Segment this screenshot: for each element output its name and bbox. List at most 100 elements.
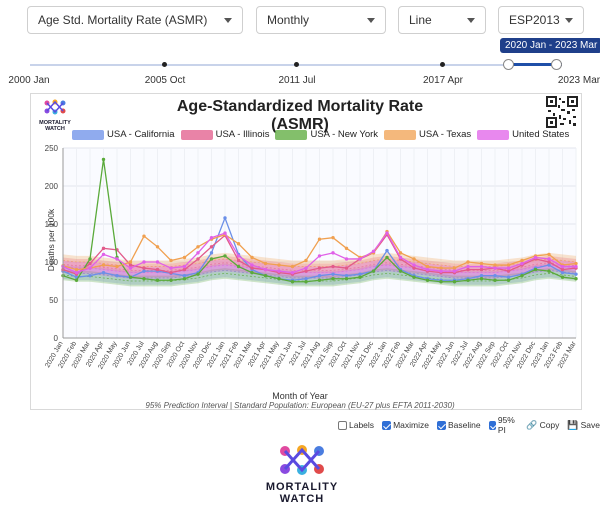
data-point	[560, 264, 565, 269]
data-point	[128, 266, 133, 270]
y-tick-label: 250	[45, 144, 59, 153]
copy-button-label: Copy	[539, 420, 560, 430]
y-tick-label: 150	[45, 220, 59, 229]
data-point	[344, 277, 349, 281]
data-point	[331, 251, 335, 255]
legend-item[interactable]: USA - California	[72, 129, 175, 140]
data-point	[304, 277, 308, 281]
qr-code-icon[interactable]	[546, 96, 578, 128]
range-tooltip: 2020 Jan - 2023 Mar	[500, 38, 600, 53]
data-point	[520, 258, 524, 263]
data-point	[493, 263, 497, 267]
chart-style-select[interactable]: Line	[398, 6, 486, 34]
data-point	[169, 258, 173, 263]
data-point	[88, 257, 92, 261]
legend-item[interactable]: USA - Texas	[384, 129, 471, 140]
legend-swatch	[72, 129, 104, 140]
y-tick-label: 100	[45, 258, 59, 267]
data-point	[425, 267, 430, 272]
checkbox-checked-icon[interactable]	[382, 420, 392, 430]
data-point	[101, 263, 106, 267]
data-point	[479, 264, 484, 269]
data-point	[466, 278, 470, 282]
y-tick-label: 200	[45, 182, 59, 191]
data-point	[358, 272, 362, 276]
baseline-toggle[interactable]: Baseline	[436, 420, 481, 430]
slider-end-handle[interactable]	[551, 59, 562, 70]
legend-item[interactable]: USA - New York	[275, 129, 378, 140]
baseline-toggle-label: Baseline	[447, 420, 481, 430]
data-point	[533, 267, 538, 272]
slider-label: 2017 Apr	[422, 75, 464, 86]
brand-line2: WATCH	[279, 493, 325, 505]
data-point	[344, 246, 349, 251]
data-point	[493, 278, 497, 282]
data-point	[506, 266, 511, 270]
legend-item[interactable]: USA - Illinois	[180, 129, 270, 140]
data-point	[236, 254, 241, 258]
slider-start-handle[interactable]	[503, 59, 514, 70]
slider-label: 2023 Mar	[557, 75, 600, 86]
period-select[interactable]: Monthly	[256, 6, 386, 34]
data-point	[547, 263, 551, 267]
maximize-toggle[interactable]: Maximize	[382, 420, 429, 430]
data-point	[263, 267, 268, 272]
standard-select[interactable]: ESP2013	[498, 6, 584, 34]
slider-label: 2000 Jan	[8, 75, 50, 86]
link-icon: 🔗	[526, 419, 538, 430]
copy-button[interactable]: 🔗 Copy	[526, 420, 559, 431]
data-point	[290, 280, 295, 284]
data-point	[331, 264, 335, 269]
checkbox-checked-icon[interactable]	[488, 420, 496, 430]
data-point	[479, 261, 484, 266]
slider-label: 2011 Jul	[278, 75, 316, 86]
data-point	[506, 275, 511, 279]
data-point	[317, 254, 322, 258]
data-point	[547, 257, 551, 261]
checkbox-checked-icon[interactable]	[436, 420, 446, 430]
checkbox-icon[interactable]	[338, 420, 347, 430]
labels-toggle[interactable]: Labels	[338, 420, 374, 430]
legend-item[interactable]: United States	[477, 129, 569, 140]
data-point	[88, 273, 92, 278]
data-point	[182, 273, 187, 278]
data-point	[88, 266, 92, 270]
data-point	[412, 275, 416, 279]
data-point	[169, 270, 173, 275]
data-point	[439, 266, 443, 270]
pi-toggle[interactable]: 95% PI	[488, 415, 519, 435]
data-point	[385, 255, 389, 260]
metric-select[interactable]: Age Std. Mortality Rate (ASMR)	[27, 6, 243, 34]
data-point	[236, 264, 241, 269]
data-point	[142, 269, 146, 273]
chart-title: Age-Standardized Mortality Rate (ASMR)	[176, 98, 424, 133]
data-point	[331, 272, 335, 276]
data-point	[155, 245, 160, 249]
metric-select-value: Age Std. Mortality Rate (ASMR)	[38, 13, 208, 27]
data-point	[74, 267, 79, 272]
data-point	[277, 263, 281, 267]
data-point	[250, 266, 254, 270]
data-point	[317, 266, 322, 270]
data-point	[263, 273, 268, 278]
data-point	[439, 269, 443, 273]
data-point	[371, 269, 376, 273]
legend-label: USA - Illinois	[215, 129, 270, 140]
data-point	[74, 278, 79, 282]
data-point	[155, 267, 160, 272]
data-point	[250, 255, 254, 260]
data-point	[520, 273, 524, 278]
data-point	[182, 264, 187, 269]
data-point	[142, 234, 146, 238]
save-icon: 💾	[567, 419, 579, 430]
data-point	[155, 278, 160, 282]
data-point	[466, 260, 470, 264]
x-axis-label: Month of Year	[272, 391, 328, 401]
data-point	[155, 260, 160, 264]
data-point	[196, 245, 200, 249]
data-point	[182, 267, 187, 272]
data-point	[317, 273, 322, 278]
data-point	[506, 263, 511, 267]
maximize-toggle-label: Maximize	[393, 420, 429, 430]
save-button[interactable]: 💾 Save	[567, 420, 600, 431]
